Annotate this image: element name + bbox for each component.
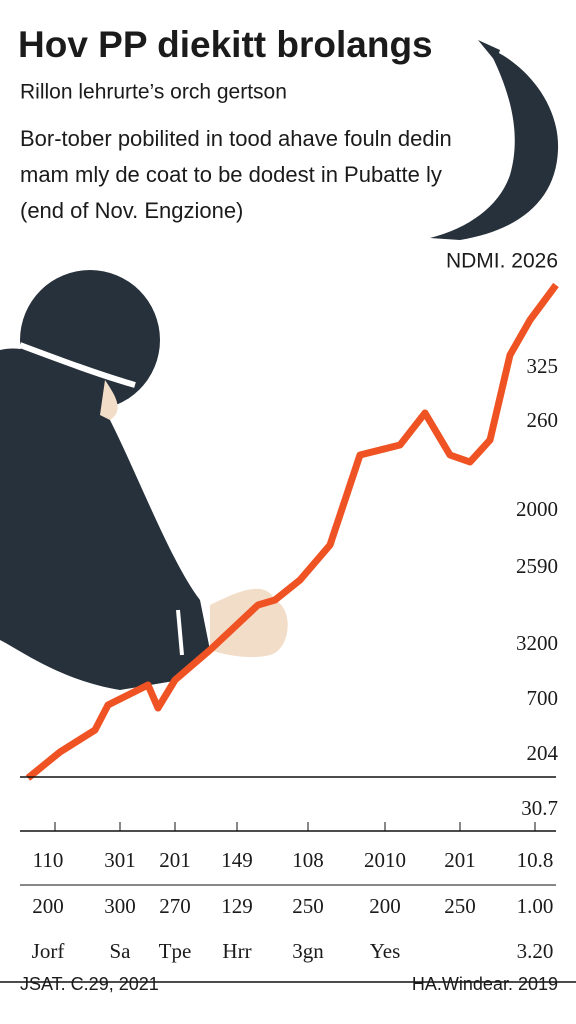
cuff	[176, 609, 184, 656]
table-cell: 129	[221, 894, 253, 918]
axis-label: 204	[527, 741, 559, 765]
axis-label: 2590	[516, 554, 558, 578]
axis-label: 30.7	[521, 796, 558, 820]
table-cell: 200	[32, 894, 64, 918]
axis-label: 700	[527, 686, 559, 710]
footer-right: HA.Windear. 2019	[412, 974, 558, 994]
title: Hov PP diekitt brolangs	[18, 24, 433, 65]
description-line: Bor-tober pobilited in tood ahave fouln …	[20, 126, 452, 151]
moon-tip	[478, 40, 500, 62]
table-cell: 201	[444, 848, 476, 872]
description-line: mam mly de coat to be dodest in Pubatte …	[20, 162, 442, 187]
description-line: (end of Nov. Engzione)	[20, 198, 243, 223]
moon-illustration	[430, 48, 559, 240]
cap-band	[18, 342, 136, 388]
axis-corner: NDMI. 2026	[446, 250, 558, 273]
table-cell: 300	[104, 894, 136, 918]
table-cell: 3gn	[292, 939, 324, 963]
table-cell: 10.8	[517, 848, 554, 872]
table-cell: Jorf	[32, 939, 65, 963]
table-cell: 2010	[364, 848, 406, 872]
table-cell: 200	[369, 894, 401, 918]
axis-label: 260	[527, 408, 559, 432]
table-cell: 108	[292, 848, 324, 872]
person-body	[0, 348, 210, 690]
table-cell: 250	[444, 894, 476, 918]
table-cell: Yes	[370, 939, 401, 963]
table-cell: 1.00	[517, 894, 554, 918]
table-cell: Hrr	[222, 939, 251, 963]
person-hand	[210, 588, 288, 658]
table-cell: 3.20	[517, 939, 554, 963]
person-head	[20, 270, 160, 410]
trend-line	[25, 282, 559, 781]
axis-label: 3200	[516, 631, 558, 655]
table-cell: Tpe	[159, 939, 192, 963]
table-cell: 250	[292, 894, 324, 918]
footer-left: JSAT. C.29, 2021	[20, 974, 159, 994]
table-cell: 270	[159, 894, 191, 918]
axis-label: 325	[527, 354, 559, 378]
person-face	[100, 380, 118, 420]
table-cell: Sa	[110, 939, 132, 963]
table-cell: 149	[221, 848, 253, 872]
table-cell: 110	[33, 848, 64, 872]
axis-label: 2000	[516, 497, 558, 521]
table-cell: 201	[159, 848, 191, 872]
subtitle: Rillon lehrurte’s orch gertson	[20, 81, 287, 104]
table-cell: 301	[104, 848, 136, 872]
